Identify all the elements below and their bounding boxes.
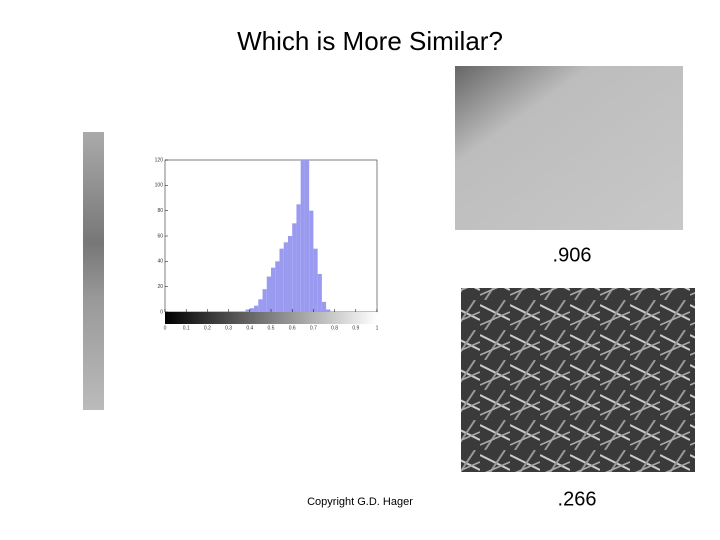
similarity-score: .906 — [553, 244, 592, 266]
bar — [292, 223, 297, 312]
x-tick-label: 0.8 — [331, 325, 338, 331]
bar — [300, 160, 305, 312]
slide-title: Which is More Similar? — [237, 26, 503, 56]
texture-strip — [83, 132, 104, 410]
similarity-score: .266 — [558, 488, 597, 510]
y-tick-label: 100 — [155, 183, 164, 189]
bar — [313, 248, 318, 312]
bar — [317, 274, 322, 312]
copyright: Copyright G.D. Hager — [307, 496, 413, 508]
gray-scale-bar — [165, 312, 377, 324]
x-tick-label: 0.4 — [246, 325, 253, 331]
bar — [266, 276, 271, 312]
bar — [275, 261, 280, 312]
x-tick-label: 0.9 — [352, 325, 359, 331]
y-tick-label: 20 — [157, 284, 163, 290]
texture-image — [455, 66, 683, 230]
bar — [283, 242, 288, 312]
y-tick-label: 120 — [155, 157, 164, 163]
bar — [258, 299, 263, 312]
bar — [262, 289, 267, 312]
x-tick-label: 0.7 — [310, 325, 317, 331]
x-tick-label: 0.3 — [225, 325, 232, 331]
x-tick-label: 0.1 — [183, 325, 190, 331]
y-tick-label: 40 — [157, 259, 163, 265]
histogram: 0 20 40 60 80 100 120 0 0.1 0.2 0.3 0.4 0.5 0.6 0.7 0.8… — [155, 157, 379, 331]
bar — [321, 301, 327, 312]
bar — [271, 267, 276, 312]
y-tick-label: 80 — [157, 208, 163, 214]
x-tick-label: 0.6 — [289, 325, 296, 331]
bar — [304, 160, 310, 312]
texture-image — [461, 288, 695, 472]
y-tick-label: 0 — [160, 309, 163, 315]
bar — [245, 309, 250, 312]
bar — [279, 248, 284, 312]
bar — [254, 305, 259, 312]
x-tick-label: 0.2 — [204, 325, 211, 331]
bar — [326, 309, 331, 312]
bar — [309, 210, 314, 312]
bar — [249, 308, 255, 312]
y-tick-label: 60 — [157, 233, 163, 239]
x-tick-label: 0 — [164, 325, 167, 331]
x-tick-label: 1 — [376, 325, 379, 331]
bar — [287, 236, 293, 312]
x-tick-label: 0.5 — [268, 325, 275, 331]
bar — [296, 204, 301, 312]
